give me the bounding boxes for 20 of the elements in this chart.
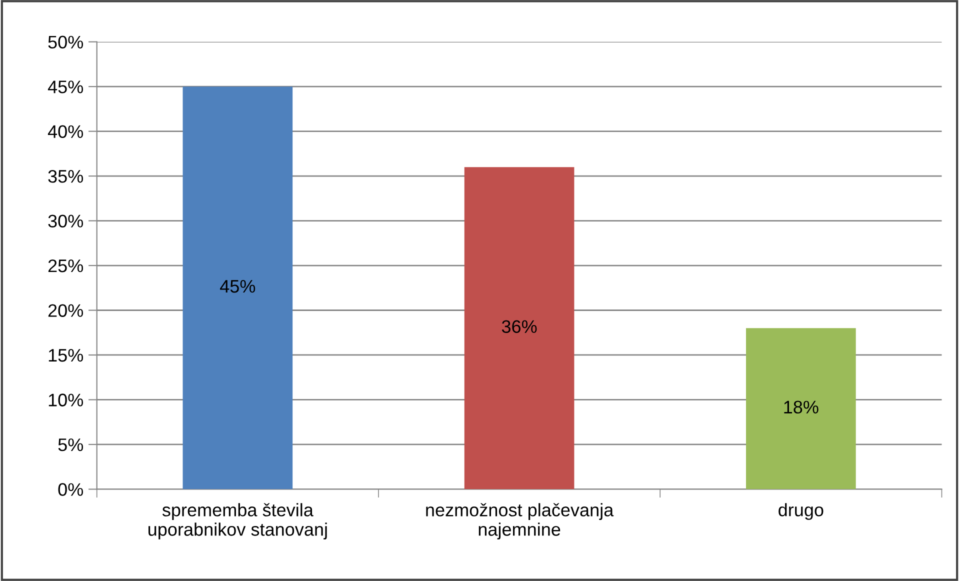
y-tick-label: 40% (48, 125, 84, 138)
y-tick-label: 50% (48, 36, 84, 49)
data-label: 45% (220, 280, 256, 293)
data-label: 18% (784, 400, 818, 414)
y-tick-label: 5% (58, 438, 84, 452)
x-tick-label: drugo (778, 503, 824, 520)
y-tick-label: 35% (48, 170, 84, 183)
data-label: 36% (502, 320, 537, 333)
y-tick-label: 45% (48, 80, 84, 94)
y-tick-label: 20% (48, 304, 84, 317)
y-tick-label: 0% (58, 483, 84, 496)
y-tick-label: 30% (48, 214, 84, 228)
y-tick-label: 15% (48, 349, 84, 362)
bar (746, 328, 856, 490)
y-tick-label: 10% (48, 394, 84, 406)
x-tick-label: sprememba števila uporabnikov stanovanj (148, 503, 327, 540)
bar (182, 86, 293, 490)
x-tick-label: nezmožnost plačevanja najemnine (426, 503, 614, 540)
bar (464, 167, 574, 490)
y-tick-label: 25% (48, 259, 84, 272)
